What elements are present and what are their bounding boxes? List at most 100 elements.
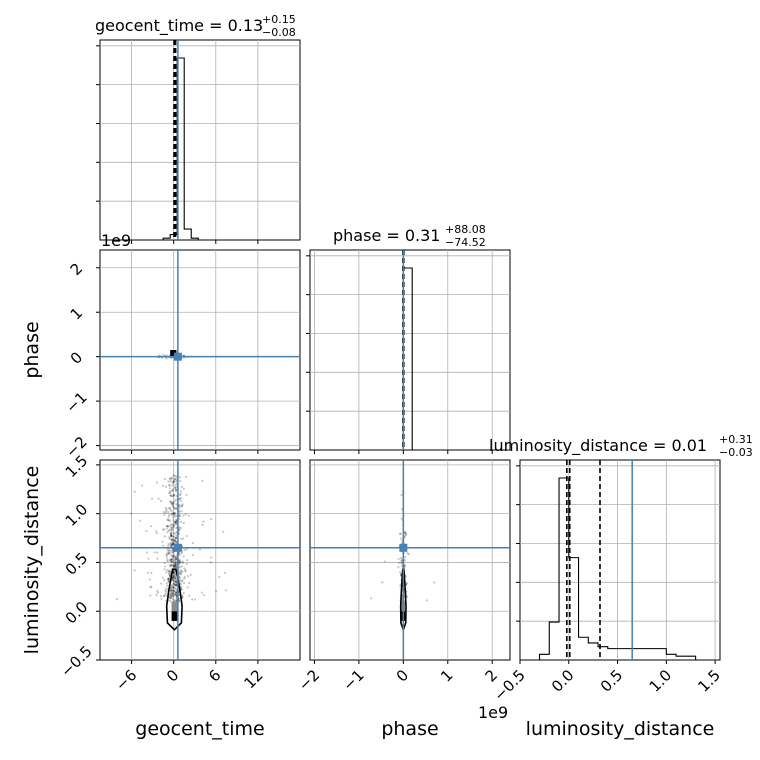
sample-point <box>167 480 170 483</box>
sample-point <box>181 504 184 507</box>
sample-point <box>179 572 183 575</box>
sample-point <box>170 585 173 588</box>
sample-point <box>165 357 168 360</box>
sample-point <box>180 537 183 540</box>
sample-point <box>181 579 184 582</box>
sample-point <box>171 539 174 542</box>
sample-point <box>171 592 174 595</box>
sample-point <box>171 488 174 491</box>
sample-point <box>399 532 402 536</box>
sample-point <box>167 510 170 514</box>
y-tick-label: −0.5 <box>57 642 95 680</box>
sample-point <box>189 573 192 577</box>
y-tick-label: −1 <box>62 388 90 416</box>
sample-point <box>172 505 175 508</box>
sample-point <box>171 549 175 552</box>
sample-point <box>163 568 166 571</box>
sample-point <box>224 589 228 592</box>
sample-point <box>155 530 158 533</box>
sample-point <box>171 578 174 581</box>
sample-point <box>139 519 142 522</box>
sample-point <box>173 555 176 558</box>
sample-point <box>170 538 174 541</box>
sample-point <box>171 554 174 558</box>
x-tick-label: 0.5 <box>597 666 627 696</box>
sample-point <box>133 490 136 493</box>
sample-point <box>167 577 171 580</box>
sample-point <box>165 571 168 574</box>
sample-point <box>167 552 170 555</box>
sample-point <box>168 484 171 487</box>
sample-point <box>171 577 174 581</box>
sample-point <box>174 580 177 583</box>
sample-point <box>171 543 174 546</box>
sample-point <box>174 539 177 542</box>
sample-point <box>171 585 175 589</box>
sample-point <box>174 576 177 580</box>
sample-point <box>166 552 169 555</box>
sample-point <box>184 569 187 572</box>
sample-point <box>170 509 173 512</box>
x-tick-label: 12 <box>240 666 266 692</box>
sample-point <box>174 490 178 493</box>
sample-point <box>407 552 410 556</box>
y-tick-label: 2 <box>67 260 86 279</box>
title-phase-minus: −74.52 <box>445 236 486 249</box>
sample-point <box>179 500 182 503</box>
sample-point <box>167 519 170 522</box>
sample-point <box>169 558 172 561</box>
sample-point <box>174 498 177 501</box>
sample-point <box>403 530 407 534</box>
sample-point <box>172 576 175 580</box>
sample-point <box>174 573 177 576</box>
sample-point <box>167 578 171 581</box>
sample-point <box>170 527 173 531</box>
density-shoulder <box>171 601 178 612</box>
sample-point <box>180 521 183 524</box>
sample-point <box>172 561 175 564</box>
sample-point <box>174 577 177 580</box>
sample-point <box>167 552 170 555</box>
sample-point <box>163 578 166 582</box>
sample-point <box>170 502 174 506</box>
sample-point <box>171 502 174 505</box>
sample-point <box>175 555 178 558</box>
sample-point <box>185 493 188 496</box>
sample-point <box>172 574 175 577</box>
sample-point <box>433 581 436 584</box>
sample-point <box>223 571 227 575</box>
sample-point <box>172 578 176 582</box>
sample-point <box>156 591 160 594</box>
sample-point <box>174 518 178 522</box>
sample-point <box>172 572 175 575</box>
sample-point <box>162 595 166 598</box>
x-tick-label: 0.0 <box>548 666 578 696</box>
sample-point <box>165 527 168 530</box>
x-tick-label: −6 <box>112 666 140 694</box>
sample-point <box>170 513 174 516</box>
sample-point <box>171 586 174 589</box>
sample-point <box>172 564 175 567</box>
sample-point <box>172 541 175 545</box>
sample-point <box>170 534 173 537</box>
sample-point <box>171 555 175 558</box>
y-tick-label: 0.0 <box>62 598 92 628</box>
sample-point <box>170 561 173 564</box>
sample-point <box>170 550 174 553</box>
y-tick-label: 1.0 <box>62 500 92 530</box>
xlabel-phase: phase <box>381 718 438 740</box>
sample-point <box>174 540 177 543</box>
sample-point <box>172 592 175 595</box>
sample-point <box>172 579 175 582</box>
sample-point <box>182 591 185 594</box>
sample-point <box>182 521 185 525</box>
sample-point <box>179 561 182 564</box>
sample-point <box>183 548 186 552</box>
sample-point <box>169 594 172 597</box>
sample-point <box>397 566 400 569</box>
sample-point <box>183 577 186 580</box>
sample-point <box>168 519 172 522</box>
sample-point <box>170 544 173 547</box>
sample-point <box>179 578 182 582</box>
